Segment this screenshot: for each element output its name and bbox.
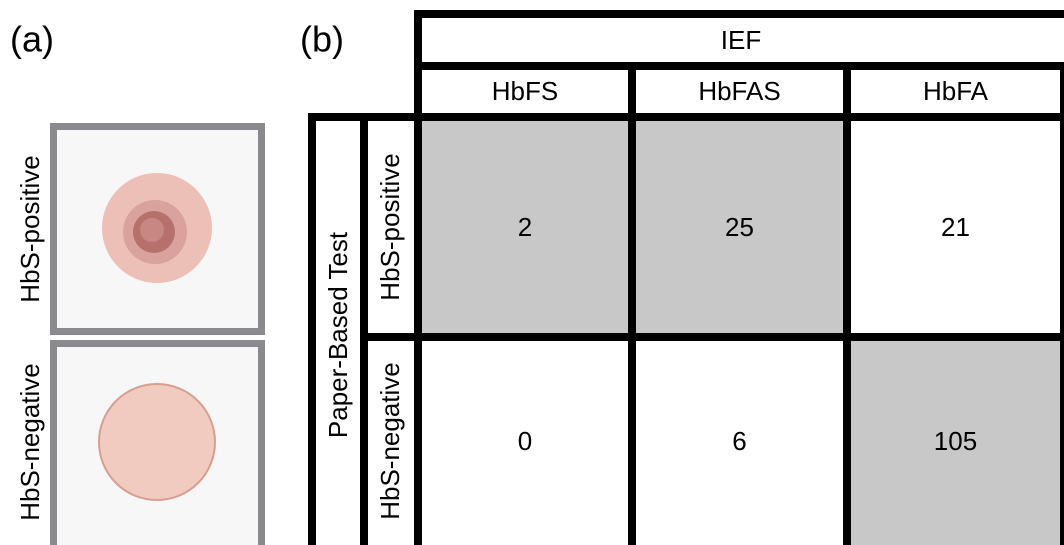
panel-a: (a) HbS-positive HbS-negative (10, 19, 265, 545)
column-header: HbFS (492, 76, 558, 106)
cell-value: 105 (934, 426, 977, 456)
row-label: HbS-negative (15, 363, 45, 521)
cell (843, 113, 1064, 341)
panel-label: (b) (300, 19, 344, 60)
cell-value: 0 (518, 426, 532, 456)
cell-value: 2 (518, 212, 532, 242)
cell (628, 333, 851, 545)
panel-label: (a) (10, 19, 54, 60)
cell (414, 10, 1064, 70)
cell (843, 333, 1064, 545)
row-group: Paper-Based Test (323, 231, 353, 438)
column-header: HbFA (923, 76, 989, 106)
column-group: IEF (721, 25, 761, 55)
photo-positive (50, 123, 265, 335)
row-label: HbS-negative (375, 362, 405, 520)
row-label: HbS-positive (15, 155, 45, 302)
cell (414, 113, 636, 341)
cell-value: 6 (732, 426, 746, 456)
cell (414, 333, 636, 545)
photo-negative (50, 340, 265, 545)
panel-b: (b) IEF HbFS HbFAS HbFA Paper-Based Test HbS-… (300, 10, 1064, 545)
row-label: HbS-positive (375, 153, 405, 300)
cell-value: 25 (725, 212, 754, 242)
column-header: HbFAS (698, 76, 780, 106)
cell-value: 21 (941, 212, 970, 242)
